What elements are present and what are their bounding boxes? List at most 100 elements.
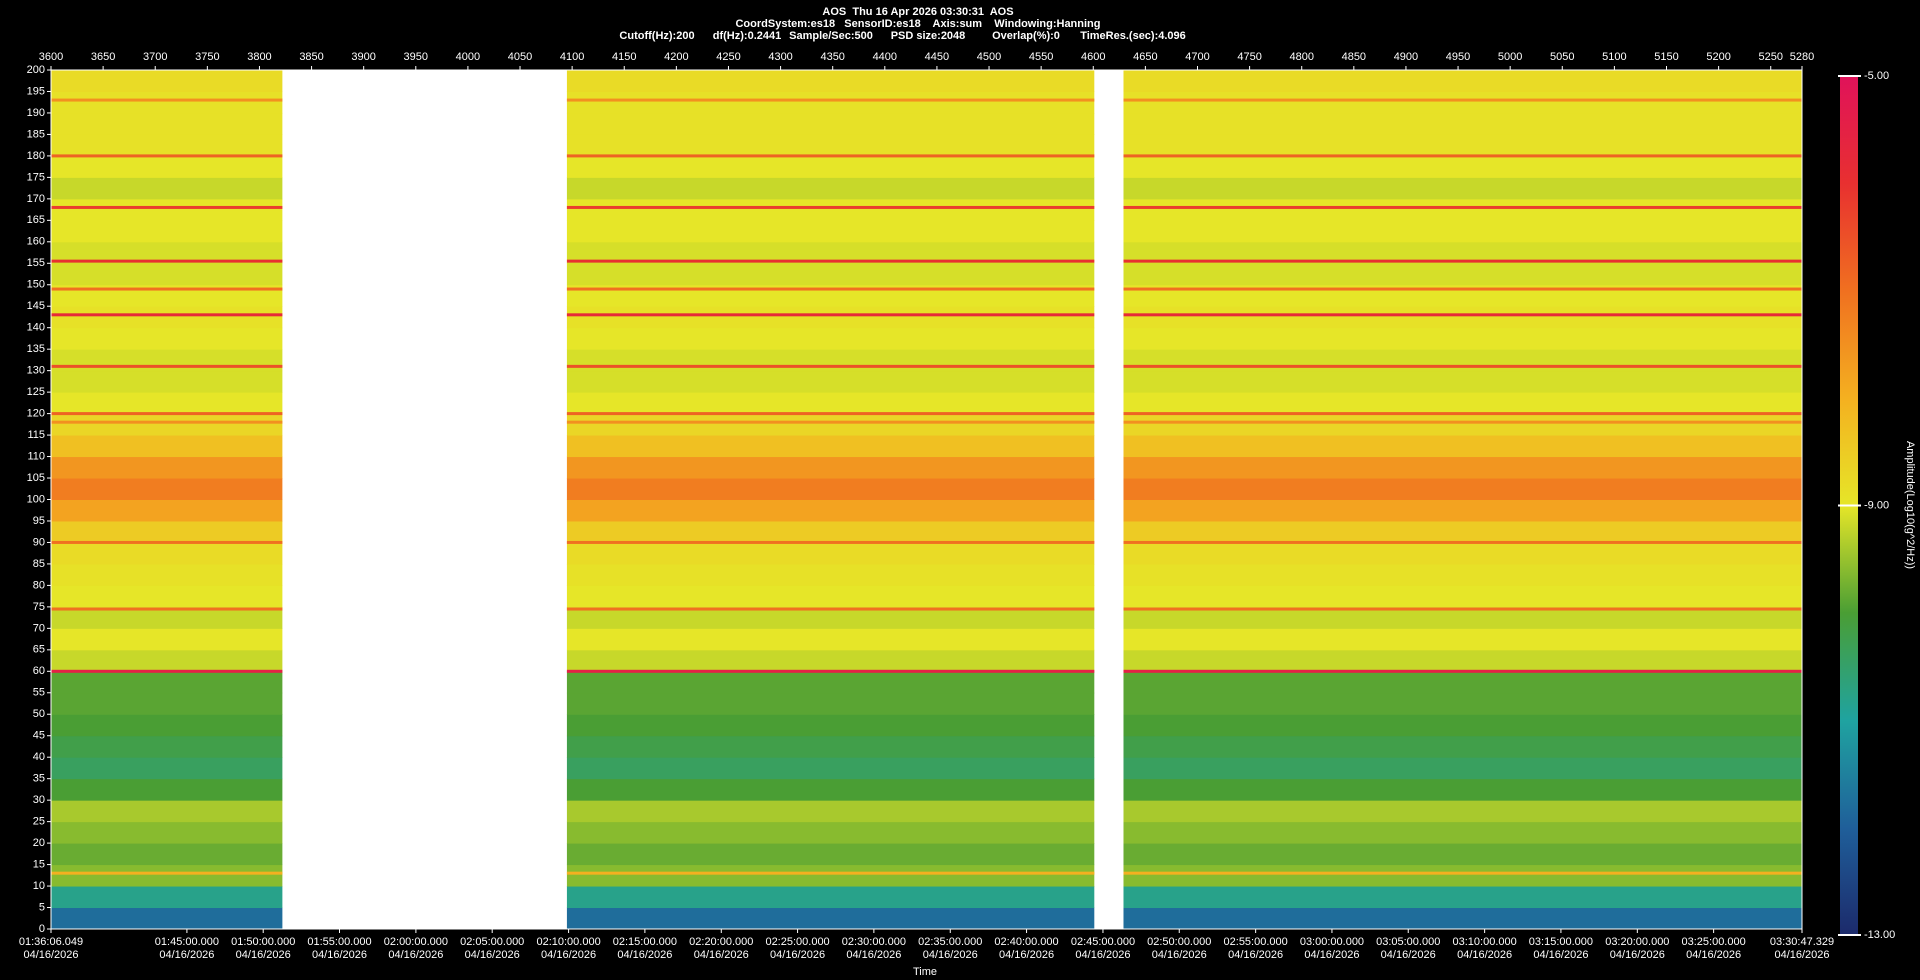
spectral-line [566,871,1095,875]
parameter: Overlap(%):0 [992,30,1060,42]
colorbar-label: Amplitude(Log10(g^2/Hz)) [1904,441,1916,569]
spectrogram-cell [51,155,283,178]
time-tick-label: 02:30:00.000 04/16/2026 [841,936,906,961]
spectral-line [51,669,283,673]
spectrogram-cell [51,778,283,801]
spectrogram-cell [51,220,283,243]
spectrogram-cell [566,456,1095,479]
time-tick-label: 02:05:00.000 04/16/2026 [460,936,525,961]
spectrogram-cell [1123,241,1802,264]
x-tick-label: 4050 [508,51,532,63]
spectral-line [1123,412,1802,416]
spectral-line [566,420,1095,424]
spectral-line [566,98,1095,102]
x-tick-label: 5100 [1602,51,1626,63]
spectrogram-cell [566,671,1095,694]
time-tick-label: 03:30:47.329 04/16/2026 [1769,936,1835,961]
parameter: Sample/Sec:500 [789,30,873,42]
spectral-line [1123,287,1802,291]
x-tick-label: 4450 [925,51,949,63]
time-tick-label: 03:20:00.000 04/16/2026 [1605,936,1670,961]
time-tick-label: 01:36:06.049 04/16/2026 [18,936,84,961]
spectrogram-cell [51,542,283,565]
x-tick-label: 4100 [560,51,584,63]
spectrogram-cell [566,563,1095,586]
spectral-line [51,412,283,416]
x-tick-label: 4400 [873,51,897,63]
spectral-line [1123,669,1802,673]
parameter: df(Hz):0.2441 [713,30,781,42]
spectrogram-cell [1123,714,1802,737]
y-tick-label: 135 [27,343,45,355]
spectrogram-cell [51,370,283,393]
spectrogram-cell [566,757,1095,780]
y-tick-label: 110 [27,450,45,462]
spectrogram-cell [566,821,1095,844]
spectrogram-cell [51,585,283,608]
spectrogram-cell [51,757,283,780]
x-tick-label: 3800 [247,51,271,63]
y-tick-label: 170 [27,193,45,205]
spectrogram-cell [566,370,1095,393]
spectrogram-cell [51,628,283,651]
spectrogram-cell [1123,821,1802,844]
spectrogram-cell [51,714,283,737]
spectrogram-cell [1123,735,1802,758]
spectrogram-cell [51,263,283,286]
spectral-line [1123,540,1802,544]
x-tick-label: 4850 [1342,51,1366,63]
time-tick-label: 01:45:00.000 04/16/2026 [154,936,220,961]
spectral-line [1123,98,1802,102]
time-tick-label: 02:25:00.000 04/16/2026 [765,936,830,961]
chart-subtitle: CoordSystem:es18 SensorID:es18 Axis:sum … [735,18,1100,30]
spectral-line [51,98,283,102]
spectrogram-cell [51,177,283,200]
y-tick-label: 50 [33,708,45,720]
y-tick-label: 185 [27,128,45,140]
spectrogram-cell [1123,585,1802,608]
spectrogram-cell [566,263,1095,286]
spectrogram-cell [1123,306,1802,329]
spectrogram-cell [1123,435,1802,458]
x-tick-label: 4500 [977,51,1001,63]
spectrogram-cell [566,843,1095,866]
x-tick-label: 5200 [1706,51,1730,63]
spectrogram-cell [566,778,1095,801]
y-tick-label: 125 [27,386,45,398]
spectrogram-cell [51,241,283,264]
spectrogram-cell [51,306,283,329]
spectrogram-cell [566,735,1095,758]
x-tick-label: 5280 [1790,51,1814,63]
y-tick-label: 85 [33,558,45,570]
y-tick-label: 115 [27,429,45,441]
y-tick-label: 175 [27,171,45,183]
spectrogram-cell [1123,370,1802,393]
spectrogram-cell [1123,392,1802,415]
colorbar-tick-label: -9.00 [1864,499,1889,511]
spectrogram-cell [566,628,1095,651]
x-tick-label: 4550 [1029,51,1053,63]
time-tick-label: 02:10:00.000 04/16/2026 [536,936,601,961]
spectrogram-cell [566,907,1095,930]
spectrogram-cell [566,435,1095,458]
x-tick-label: 4900 [1394,51,1418,63]
spectral-line [51,205,283,209]
spectral-line [51,154,283,158]
x-tick-label: 4200 [664,51,688,63]
y-tick-label: 180 [27,150,45,162]
spectral-line [51,313,283,317]
y-tick-label: 195 [27,85,45,97]
spectrogram-cell [566,864,1095,887]
spectral-line [51,287,283,291]
time-tick-label: 03:10:00.000 04/16/2026 [1452,936,1517,961]
y-tick-label: 20 [33,837,45,849]
y-tick-label: 140 [27,322,45,334]
time-tick-label: 02:15:00.000 04/16/2026 [612,936,677,961]
spectrogram-cell [51,413,283,436]
spectrogram-cell [1123,800,1802,823]
x-tick-label: 4600 [1081,51,1105,63]
spectrogram-cell [566,714,1095,737]
spectrogram-cell [566,155,1095,178]
spectrogram-cell [1123,134,1802,157]
spectrogram-cell [566,177,1095,200]
